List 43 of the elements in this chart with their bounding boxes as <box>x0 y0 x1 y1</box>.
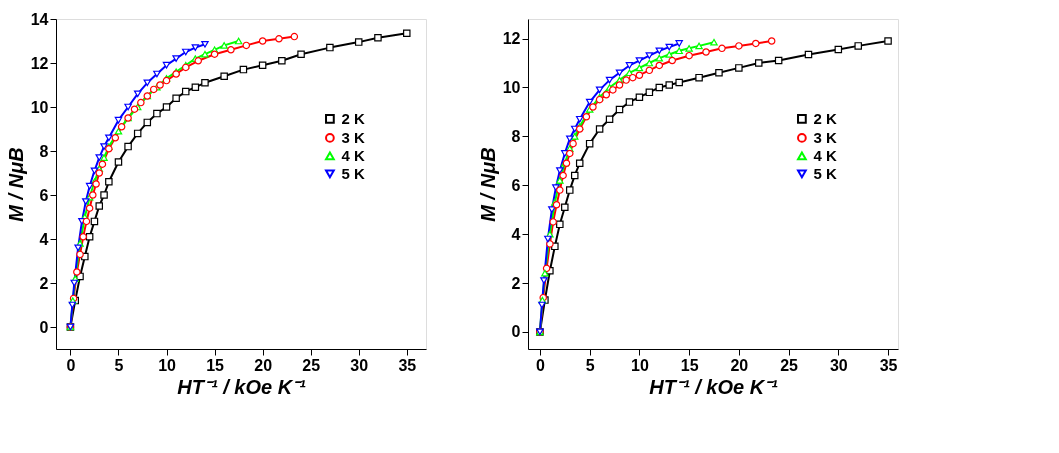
x-tick-label: 15 <box>206 356 225 374</box>
x-tick-label: 30 <box>350 356 369 374</box>
legend-label: 3 K <box>813 128 837 146</box>
x-tick-label: 5 <box>114 356 124 374</box>
x-tick-label: 0 <box>66 356 76 374</box>
x-tick-label: 25 <box>302 356 321 374</box>
y-tick-label: 12 <box>502 30 521 48</box>
x-tick-label: 5 <box>585 356 595 374</box>
x-axis-title: HT⁻¹ / kOe K⁻¹ <box>649 375 779 398</box>
y-tick-label: 0 <box>39 318 49 336</box>
y-tick-label: 8 <box>39 142 49 160</box>
x-tick-label: 10 <box>631 356 649 374</box>
x-tick-label: 30 <box>829 356 848 374</box>
legend-label: 5 K <box>341 164 365 182</box>
x-tick-label: 35 <box>879 356 898 374</box>
x-tick-label: 25 <box>780 356 799 374</box>
y-tick-label: 4 <box>511 225 521 243</box>
legend-label: 4 K <box>341 146 365 164</box>
x-tick-label: 15 <box>680 356 699 374</box>
x-tick-label: 35 <box>398 356 417 374</box>
y-tick-label: 2 <box>39 274 49 292</box>
x-tick-label: 20 <box>730 356 749 374</box>
x-axis-title: HT⁻¹ / kOe K⁻¹ <box>177 375 307 398</box>
y-tick-label: 2 <box>511 274 521 292</box>
y-tick-label: 0 <box>511 323 521 341</box>
y-axis-title: M / NμB <box>4 147 27 222</box>
legend-label: 3 K <box>341 128 365 146</box>
y-tick-label: 4 <box>39 230 49 248</box>
x-tick-label: 20 <box>254 356 273 374</box>
x-tick-label: 10 <box>158 356 177 374</box>
y-tick-label: 12 <box>30 54 49 72</box>
y-tick-label: 10 <box>30 98 49 116</box>
legend-label: 2 K <box>813 109 837 127</box>
legend-label: 4 K <box>813 146 837 164</box>
y-tick-label: 10 <box>502 78 521 96</box>
legend-label: 2 K <box>341 109 365 127</box>
y-tick-label: 8 <box>511 127 521 145</box>
x-tick-label: 0 <box>535 356 545 374</box>
y-tick-label: 14 <box>30 10 49 28</box>
y-tick-label: 6 <box>39 186 49 204</box>
y-axis-title: M / NμB <box>476 147 499 222</box>
legend-label: 5 K <box>813 164 837 182</box>
y-tick-label: 6 <box>511 176 521 194</box>
